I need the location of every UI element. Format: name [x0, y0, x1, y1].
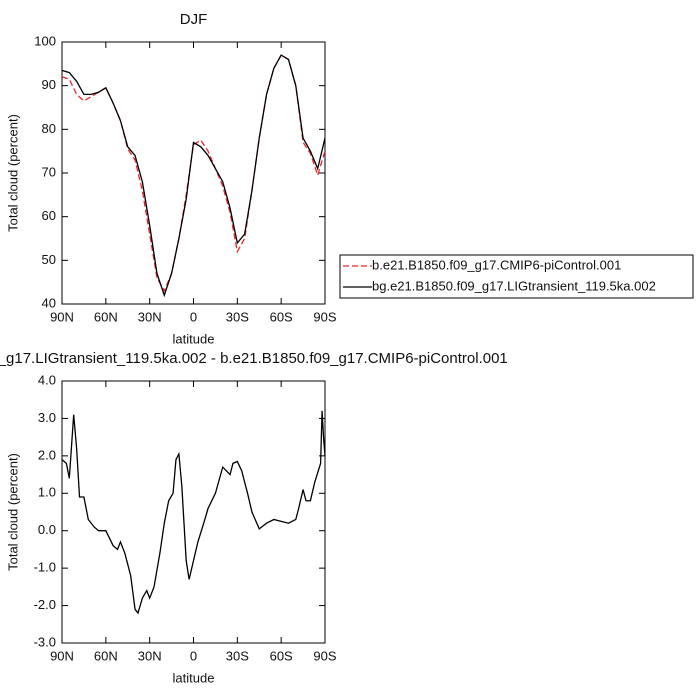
- data-line: [61, 410, 326, 615]
- y-tick-label: 2.0: [38, 447, 56, 462]
- chart-title: DJF: [180, 11, 208, 28]
- x-tick-label: 60S: [270, 309, 293, 324]
- plot-frame: [61, 41, 326, 305]
- y-tick-label: -2.0: [34, 597, 56, 612]
- x-tick-label: 30S: [226, 309, 249, 324]
- x-tick-label: 90N: [50, 648, 74, 663]
- chart-title: bg.e21.B1850.f09_g17.LIGtransient_119.5k…: [0, 350, 508, 367]
- x-tick-label: 90N: [50, 309, 74, 324]
- x-axis-label: latitude: [173, 331, 215, 346]
- x-tick-label: 0: [190, 648, 197, 663]
- x-tick-label: 60S: [270, 648, 293, 663]
- legend-box: [339, 254, 694, 299]
- y-tick-label: 70: [42, 164, 56, 179]
- y-tick-label: 100: [34, 33, 56, 48]
- y-tick-label: 4.0: [38, 372, 56, 387]
- x-tick-label: 30S: [226, 648, 249, 663]
- y-tick-label: -1.0: [34, 560, 56, 575]
- y-tick-label: -3.0: [34, 634, 56, 649]
- y-tick-label: 50: [42, 252, 56, 267]
- y-axis-label: Total cloud (percent): [5, 114, 20, 232]
- x-tick-label: 30N: [138, 648, 162, 663]
- legend-label: b.e21.B1850.f09_g17.CMIP6-piControl.001: [372, 257, 621, 272]
- x-tick-label: 90S: [313, 648, 336, 663]
- plot-frame: [61, 380, 326, 644]
- x-axis-label: latitude: [173, 670, 215, 685]
- y-tick-label: 60: [42, 208, 56, 223]
- legend-label: bg.e21.B1850.f09_g17.LIGtransient_119.5k…: [372, 278, 656, 293]
- y-axis-label: Total cloud (percent): [5, 453, 20, 571]
- x-tick-label: 90S: [313, 309, 336, 324]
- y-tick-label: 0.0: [38, 522, 56, 537]
- y-tick-label: 1.0: [38, 485, 56, 500]
- x-tick-label: 60N: [94, 309, 118, 324]
- x-tick-label: 60N: [94, 648, 118, 663]
- y-tick-label: 40: [42, 295, 56, 310]
- y-tick-label: 80: [42, 121, 56, 136]
- y-tick-label: 3.0: [38, 410, 56, 425]
- x-tick-label: 30N: [138, 309, 162, 324]
- data-line: [61, 54, 326, 298]
- y-tick-label: 90: [42, 77, 56, 92]
- x-tick-label: 0: [190, 309, 197, 324]
